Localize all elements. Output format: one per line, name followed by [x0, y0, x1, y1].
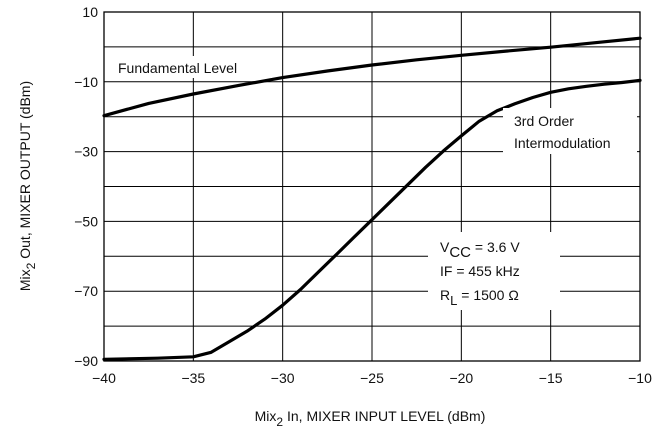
- x-tick-label: −30: [271, 370, 295, 386]
- y-tick-label: −10: [74, 74, 98, 90]
- fundamental-label-bg: [112, 56, 272, 78]
- y-axis-label-part2: Out, MIXER OUTPUT (dBm): [17, 81, 33, 263]
- condition-rl-prefix: R: [440, 287, 450, 303]
- x-axis-label: Mix2 In, MIXER INPUT LEVEL (dBm): [255, 408, 486, 429]
- x-tick-label: −25: [360, 370, 384, 386]
- curves: [102, 36, 642, 361]
- x-tick-label: −15: [539, 370, 563, 386]
- im3-label-bg: [503, 108, 637, 154]
- y-tick-labels: −90 −70 −50 −30 −10 10: [74, 4, 98, 369]
- condition-rl-subscript: L: [450, 293, 457, 308]
- y-tick-label: −50: [74, 213, 98, 229]
- y-tick-label: −30: [74, 144, 98, 160]
- condition-rl: RL = 1500 Ω: [440, 287, 519, 308]
- x-tick-label: −35: [181, 370, 205, 386]
- condition-vcc-subscript: CC: [449, 244, 471, 261]
- im3-curve: [102, 78, 642, 361]
- y-axis-label: Mix2 Out, MIXER OUTPUT (dBm): [17, 81, 38, 291]
- fundamental-curve: [102, 36, 642, 118]
- fundamental-level-label: Fundamental Level: [118, 60, 237, 76]
- plot-border: [103, 11, 641, 362]
- plot-frame: [103, 11, 641, 362]
- y-tick-label: −90: [74, 353, 98, 369]
- im3-label-line2: Intermodulation: [514, 135, 611, 151]
- y-axis-label-subscript: 2: [24, 262, 38, 269]
- condition-vcc-prefix: V: [440, 239, 450, 255]
- conditions-bg: [428, 232, 560, 310]
- x-tick-labels: −40 −35 −30 −25 −20 −15 −10: [92, 370, 652, 386]
- condition-vcc: VCC = 3.6 V: [440, 239, 520, 261]
- x-tick-label: −20: [449, 370, 473, 386]
- x-axis-label-subscript: 2: [276, 415, 283, 429]
- x-axis-label-part1: Mix: [255, 408, 277, 424]
- condition-rl-value: = 1500 Ω: [457, 287, 518, 303]
- condition-vcc-value: = 3.6 V: [471, 239, 520, 255]
- y-tick-label: 10: [82, 4, 98, 20]
- x-axis-label-part2: In, MIXER INPUT LEVEL (dBm): [283, 408, 485, 424]
- im3-label-line1: 3rd Order: [514, 113, 574, 129]
- x-tick-label: −10: [628, 370, 652, 386]
- y-axis-label-part1: Mix: [17, 269, 33, 291]
- x-tick-label: −40: [92, 370, 116, 386]
- y-tick-label: −70: [74, 283, 98, 299]
- condition-if: IF = 455 kHz: [440, 263, 520, 279]
